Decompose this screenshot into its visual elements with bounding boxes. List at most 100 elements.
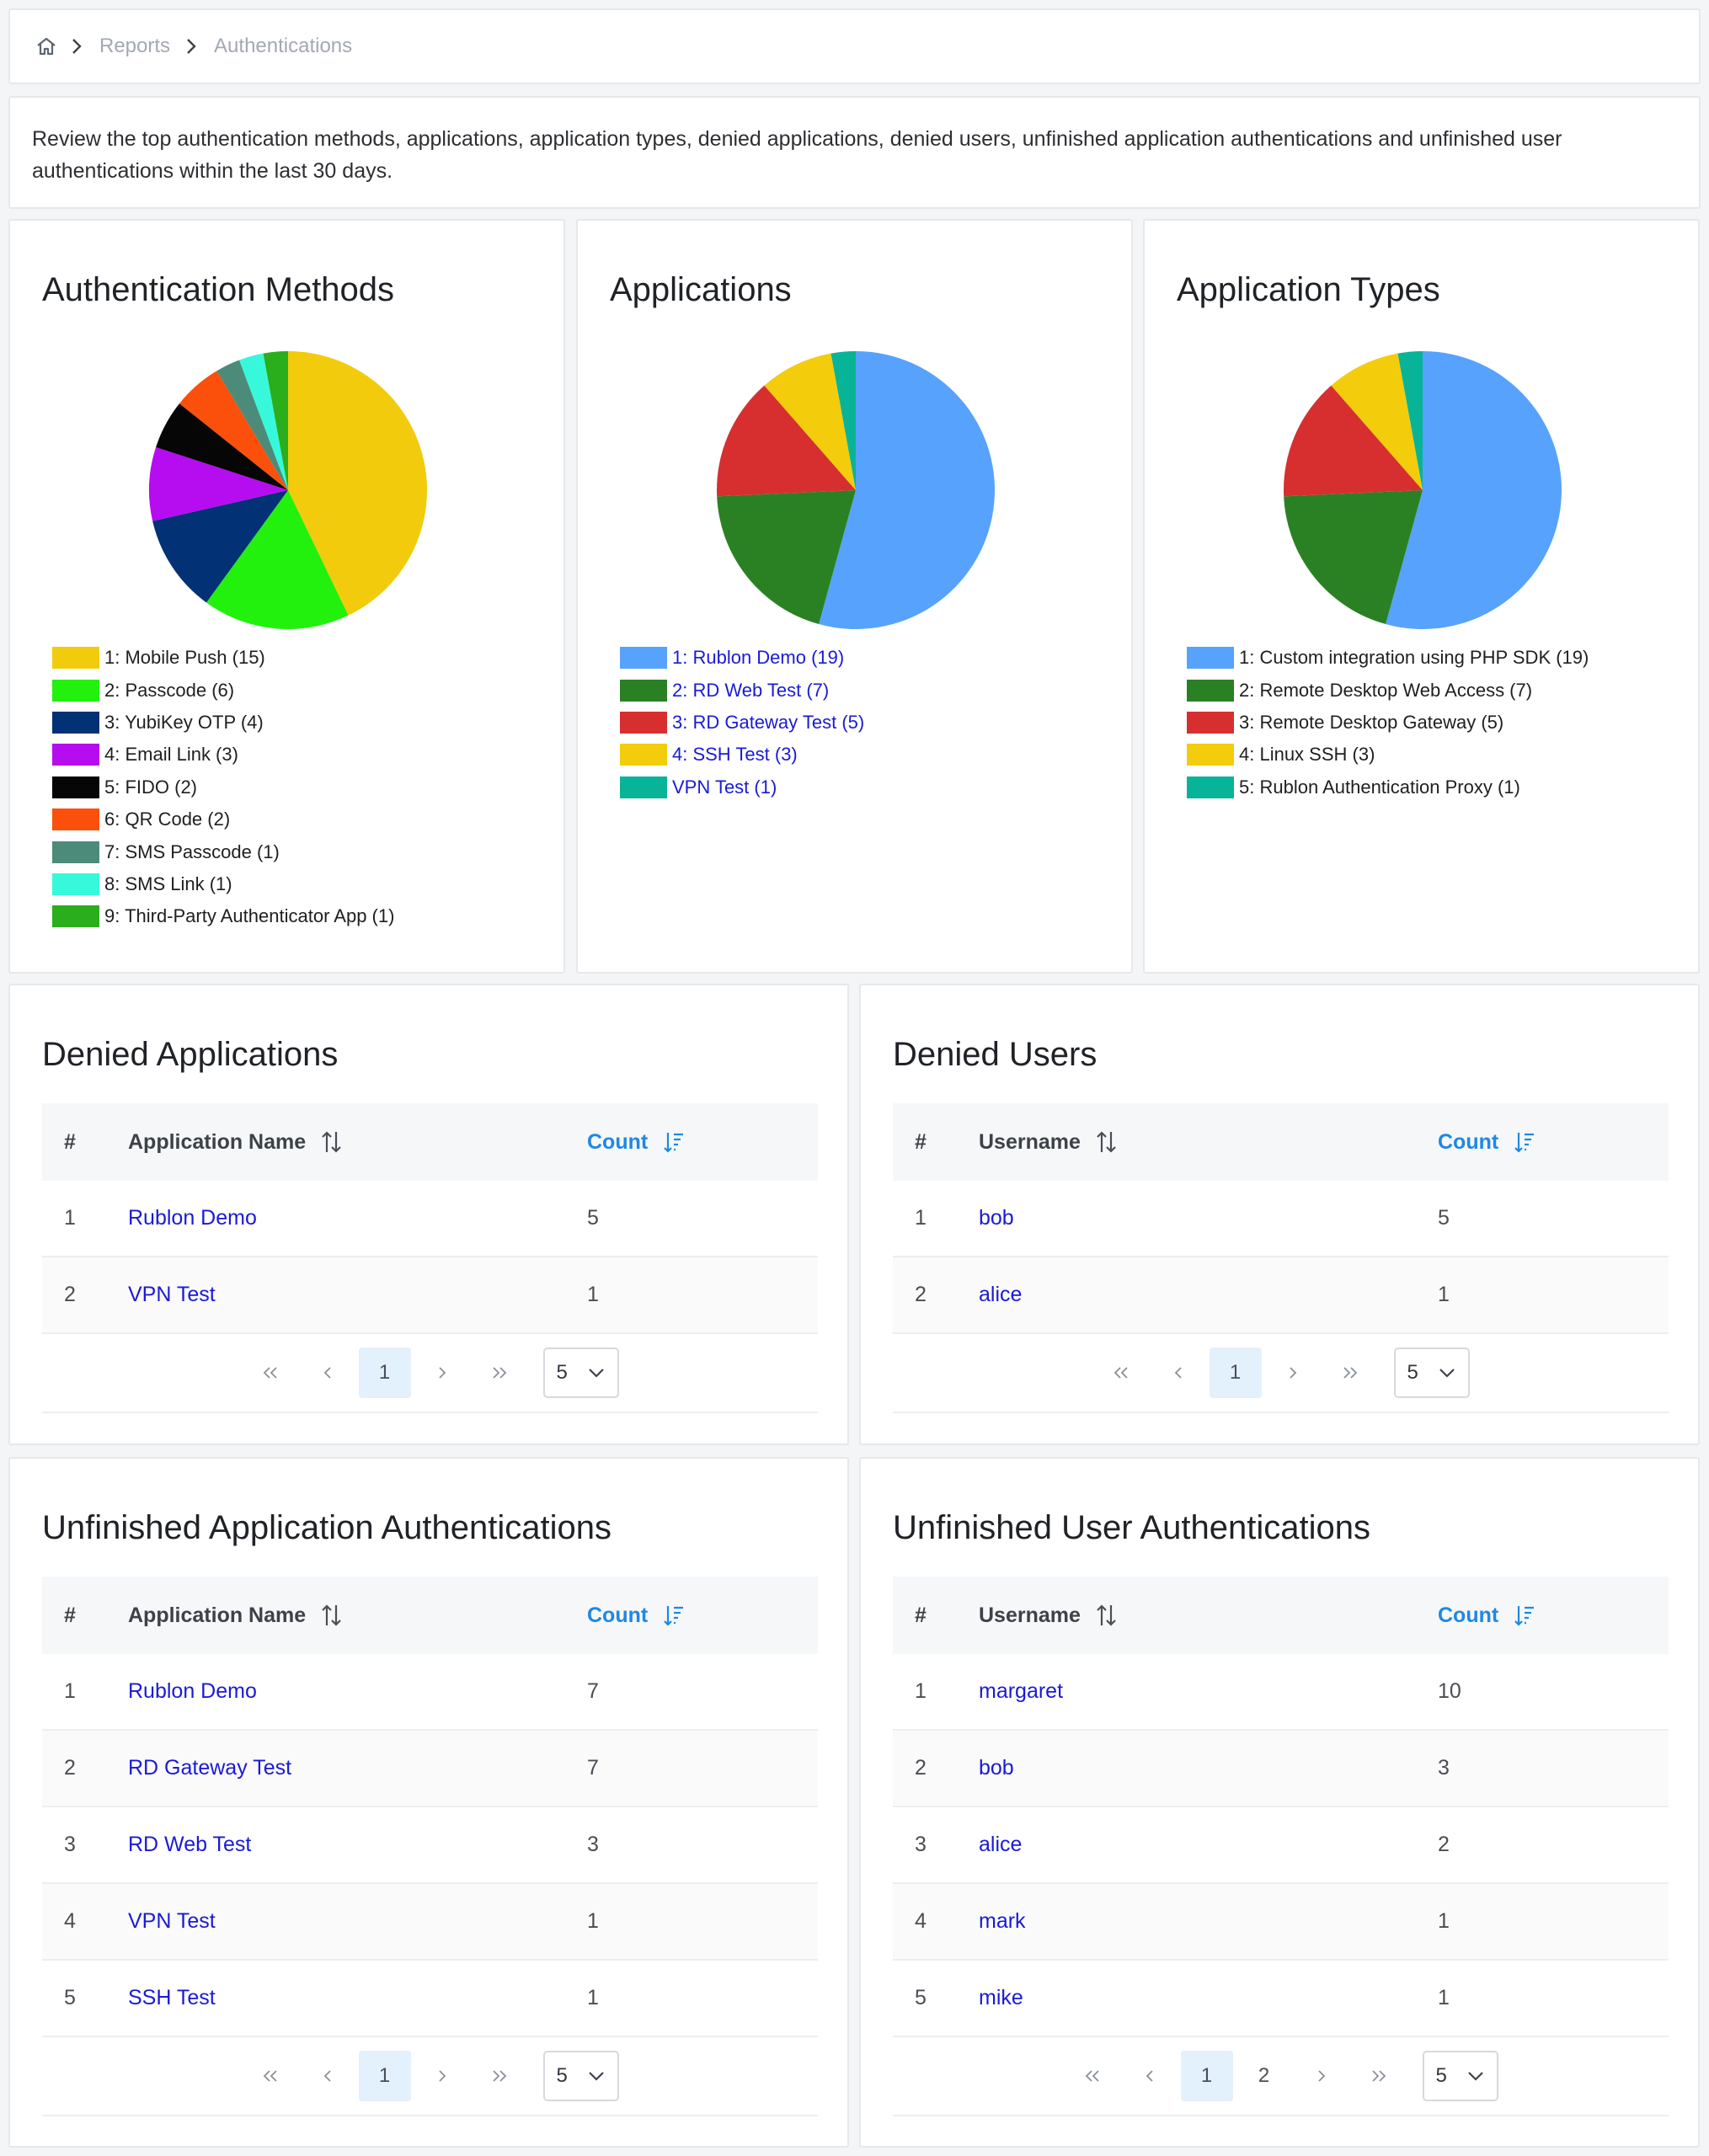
pie-slice-3[interactable] xyxy=(152,490,288,603)
pagination: 1 2 5 xyxy=(893,2037,1669,2116)
pie-slice-5[interactable] xyxy=(1397,351,1423,490)
pie-slice-5[interactable] xyxy=(156,403,288,490)
pie-slice-3[interactable] xyxy=(717,385,856,497)
row-count: 10 xyxy=(1438,1679,1461,1703)
pie-slice-4[interactable] xyxy=(764,353,856,490)
sort-descending-icon[interactable] xyxy=(1514,1604,1535,1627)
row-name-link[interactable]: VPN Test xyxy=(128,1909,216,1933)
row-name-link[interactable]: margaret xyxy=(979,1679,1064,1703)
last-page-icon[interactable] xyxy=(1353,2051,1405,2101)
row-name-link[interactable]: Rublon Demo xyxy=(128,1679,257,1703)
page-button[interactable]: 2 xyxy=(1258,2064,1270,2087)
breadcrumb-item-reports[interactable]: Reports xyxy=(99,35,171,57)
app-types-pie-chart xyxy=(1284,351,1562,629)
row-name-link[interactable]: Rublon Demo xyxy=(128,1206,257,1230)
app-types-legend: 1: Custom integration using PHP SDK (19)… xyxy=(1187,642,1589,803)
pie-slice-1[interactable] xyxy=(288,351,427,616)
first-page-icon[interactable] xyxy=(244,2051,296,2101)
legend-item[interactable]: VPN Test (1) xyxy=(620,771,864,803)
data-table: # Username Count 1 margaret 10 2 bob 3 3 alice 2 4 ma… xyxy=(893,1577,1669,2116)
sort-icon[interactable] xyxy=(1096,1130,1118,1154)
sort-descending-icon[interactable] xyxy=(1514,1130,1535,1154)
column-header-name[interactable]: Application Name xyxy=(128,1130,587,1155)
previous-page-icon[interactable] xyxy=(1124,2051,1176,2101)
description-card: Review the top authentication methods, a… xyxy=(8,96,1701,209)
legend-item: 6: QR Code (2) xyxy=(52,803,394,835)
previous-page-icon[interactable] xyxy=(302,1348,354,1398)
legend-label[interactable]: 2: RD Web Test (7) xyxy=(672,679,830,701)
next-page-icon[interactable] xyxy=(1267,1348,1319,1398)
legend-label[interactable]: 3: RD Gateway Test (5) xyxy=(672,711,865,733)
sort-icon[interactable] xyxy=(1096,1604,1118,1627)
row-name-link[interactable]: SSH Test xyxy=(128,1986,216,2009)
first-page-icon[interactable] xyxy=(1066,2051,1119,2101)
row-name-link[interactable]: bob xyxy=(979,1756,1014,1780)
pie-slice-5[interactable] xyxy=(830,351,856,490)
last-page-icon[interactable] xyxy=(1324,1348,1376,1398)
pie-slice-9[interactable] xyxy=(263,351,288,490)
next-page-icon[interactable] xyxy=(416,1348,468,1398)
pie-slice-2[interactable] xyxy=(1284,490,1423,625)
pie-slice-2[interactable] xyxy=(717,490,856,625)
legend-item[interactable]: 2: RD Web Test (7) xyxy=(620,674,864,706)
next-page-icon[interactable] xyxy=(1295,2051,1348,2101)
first-page-icon[interactable] xyxy=(1095,1348,1147,1398)
previous-page-icon[interactable] xyxy=(302,2051,354,2101)
next-page-icon[interactable] xyxy=(416,2051,468,2101)
sort-descending-icon[interactable] xyxy=(663,1604,685,1627)
rows-per-page-select[interactable]: 5 xyxy=(542,2051,619,2101)
page-button[interactable]: 1 xyxy=(1180,2051,1233,2101)
pie-slice-4[interactable] xyxy=(149,447,288,521)
legend-item: 1: Custom integration using PHP SDK (19) xyxy=(1187,642,1589,674)
legend-label[interactable]: 4: SSH Test (3) xyxy=(672,744,798,766)
row-name-link[interactable]: alice xyxy=(979,1283,1023,1306)
row-name-link[interactable]: mark xyxy=(979,1909,1026,1933)
column-header-name[interactable]: Application Name xyxy=(128,1604,587,1628)
sort-descending-icon[interactable] xyxy=(663,1130,685,1154)
row-name-link[interactable]: RD Gateway Test xyxy=(128,1756,292,1780)
legend-label[interactable]: VPN Test (1) xyxy=(672,776,777,798)
pie-slice-4[interactable] xyxy=(1331,353,1423,490)
last-page-icon[interactable] xyxy=(473,2051,526,2101)
legend-item[interactable]: 4: SSH Test (3) xyxy=(620,739,864,771)
column-header-count[interactable]: Count xyxy=(587,1130,818,1155)
first-page-icon[interactable] xyxy=(244,1348,296,1398)
pie-slice-8[interactable] xyxy=(239,353,288,490)
column-header-count[interactable]: Count xyxy=(587,1604,818,1628)
sort-icon[interactable] xyxy=(321,1130,343,1154)
pie-slice-2[interactable] xyxy=(206,490,349,629)
home-icon[interactable] xyxy=(35,36,57,56)
last-page-icon[interactable] xyxy=(473,1348,526,1398)
page-button[interactable]: 1 xyxy=(358,1348,411,1398)
previous-page-icon[interactable] xyxy=(1152,1348,1204,1398)
column-header-count[interactable]: Count xyxy=(1438,1130,1669,1155)
row-count: 7 xyxy=(587,1679,599,1703)
legend-label[interactable]: 1: Rublon Demo (19) xyxy=(672,647,845,669)
rows-per-page-select[interactable]: 5 xyxy=(1393,1348,1470,1398)
row-name-link[interactable]: RD Web Test xyxy=(128,1833,252,1856)
row-name-link[interactable]: mike xyxy=(979,1986,1023,2009)
legend-item[interactable]: 3: RD Gateway Test (5) xyxy=(620,707,864,739)
table-row: 1 bob 5 xyxy=(893,1181,1669,1257)
pie-slice-6[interactable] xyxy=(179,371,288,490)
legend-label: 8: SMS Link (1) xyxy=(104,873,232,894)
row-name-link[interactable]: VPN Test xyxy=(128,1283,216,1306)
row-name-link[interactable]: bob xyxy=(979,1206,1014,1230)
legend-swatch xyxy=(620,776,667,798)
rows-per-page-select[interactable]: 5 xyxy=(542,1348,619,1398)
column-header-count[interactable]: Count xyxy=(1438,1604,1669,1628)
row-name-link[interactable]: alice xyxy=(979,1833,1023,1856)
sort-icon[interactable] xyxy=(321,1604,343,1627)
page-button[interactable]: 1 xyxy=(1209,1348,1262,1398)
rows-per-page-value: 5 xyxy=(1435,2064,1447,2087)
rows-per-page-select[interactable]: 5 xyxy=(1422,2051,1498,2101)
column-header-name[interactable]: Username xyxy=(979,1130,1438,1155)
pie-slice-7[interactable] xyxy=(216,360,288,490)
pie-slice-1[interactable] xyxy=(819,351,995,629)
legend-item[interactable]: 1: Rublon Demo (19) xyxy=(620,642,864,674)
pie-slice-3[interactable] xyxy=(1284,385,1423,497)
row-number: 1 xyxy=(64,1206,76,1230)
page-button[interactable]: 1 xyxy=(358,2051,411,2101)
pie-slice-1[interactable] xyxy=(1386,351,1562,629)
column-header-name[interactable]: Username xyxy=(979,1604,1438,1628)
